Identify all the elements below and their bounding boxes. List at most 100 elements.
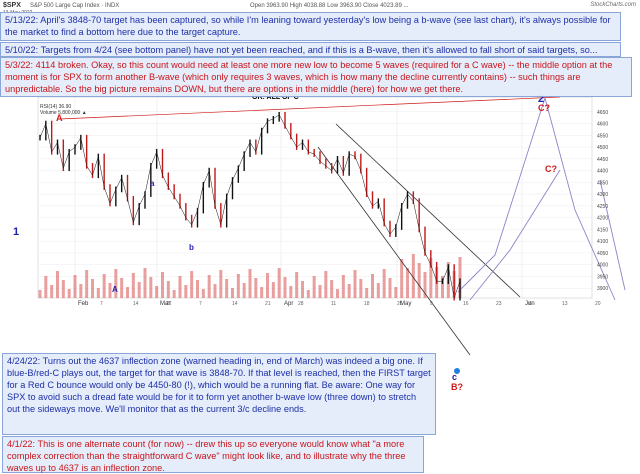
x-day-label-14: 13 — [562, 301, 568, 307]
x-day-label-4: 14 — [232, 301, 238, 307]
wave-label-2: 2 — [538, 93, 544, 105]
price-line — [39, 114, 461, 299]
volume-bar-10 — [96, 288, 100, 298]
y-tick-label-2: 4550 — [597, 133, 608, 139]
last-price-marker — [454, 368, 460, 374]
volume-bar-20 — [155, 286, 159, 298]
projection-down — [544, 97, 616, 301]
volume-bar-48 — [318, 285, 322, 298]
wave-projections — [457, 97, 626, 301]
y-tick-label-10: 4150 — [597, 227, 608, 233]
y-tick-label-9: 4200 — [597, 216, 608, 222]
x-day-label-5: 21 — [265, 301, 271, 307]
wave-label-b-red: B? — [451, 382, 463, 392]
y-tick-label-14: 3950 — [597, 274, 608, 280]
x-day-label-13: 6 — [529, 301, 532, 307]
volume-bar-53 — [347, 284, 351, 298]
volume-bar-44 — [295, 272, 299, 298]
x-day-label-3: 7 — [199, 301, 202, 307]
volume-bar-26 — [190, 271, 194, 298]
volume-bar-54 — [353, 270, 357, 298]
volume-bar-62 — [400, 259, 404, 298]
wave-label-a-low: A — [112, 285, 118, 294]
projection-right — [599, 179, 626, 291]
note-4-1: 4/1/22: This is one alternate count (for… — [2, 436, 424, 473]
volume-bar-40 — [271, 282, 275, 298]
volume-bar-32 — [225, 279, 229, 298]
volume-bar-59 — [382, 269, 386, 298]
volume-bar-18 — [143, 268, 147, 298]
volume-bar-66 — [423, 272, 427, 298]
volume-bar-46 — [306, 290, 310, 298]
y-axis-labels: 4650 4600 4550 4500 4450 4400 4350 4300 4250 4200… — [597, 110, 608, 292]
volume-bar-39 — [266, 273, 269, 298]
volume-bar-69 — [441, 276, 444, 298]
note-5-10: 5/10/22: Targets from 4/24 (see bottom p… — [0, 42, 621, 57]
chart-frame — [37, 96, 593, 299]
x-day-label-6: 28 — [298, 301, 304, 307]
stockcharts-logo: StockCharts.com — [590, 2, 636, 8]
x-day-label-11: 16 — [463, 301, 469, 307]
y-tick-label-13: 4000 — [597, 263, 608, 269]
wave-label-c-red-top: C? — [538, 103, 550, 113]
y-tick-label-12: 4050 — [597, 251, 608, 257]
x-day-label-8: 18 — [364, 301, 370, 307]
y-tick-label-3: 4500 — [597, 145, 608, 151]
volume-bar-28 — [201, 289, 205, 298]
volume-bar-0 — [38, 290, 42, 298]
y-tick-label-1: 4600 — [597, 122, 608, 128]
projection-to-2 — [457, 97, 546, 293]
volume-bar-21 — [161, 272, 164, 298]
volume-bar-15 — [126, 287, 129, 298]
volume-bar-67 — [429, 258, 433, 298]
volume-bar-25 — [184, 285, 188, 298]
volume-bar-14 — [120, 278, 124, 298]
volume-bar-63 — [406, 268, 409, 298]
volume-bar-42 — [283, 277, 287, 298]
volume-bar-9 — [91, 279, 94, 298]
wave-label-1: 1 — [13, 226, 19, 238]
volume-bar-8 — [85, 270, 89, 298]
volume-bar-12 — [108, 283, 112, 298]
y-tick-label-8: 4250 — [597, 204, 608, 210]
wave-label-c-red: C? — [545, 164, 557, 174]
projection-red-c — [469, 169, 561, 301]
volume-bar-22 — [166, 281, 170, 298]
volume-bar-11 — [102, 274, 106, 298]
indicator-rsi: RSI(14) 36.90 — [40, 104, 71, 110]
volume-bar-33 — [231, 288, 234, 298]
y-tick-label-4: 4450 — [597, 157, 608, 163]
volume-bar-1 — [44, 276, 48, 298]
wave-label-c-low: c — [452, 372, 457, 382]
volume-bar-61 — [394, 287, 398, 298]
note-5-3: 5/3/22: 4114 broken. Okay, so this count… — [0, 57, 632, 97]
y-tick-label-15: 3900 — [597, 286, 608, 292]
volume-bar-13 — [114, 269, 118, 298]
volume-bars — [38, 254, 462, 298]
channel-lower-line — [317, 146, 471, 356]
x-day-label-2: 22 — [166, 301, 172, 307]
indicator-volume: Volume 5,800,000 ▲ — [40, 110, 87, 116]
x-day-label-0: 7 — [100, 301, 103, 307]
x-day-label-7: 11 — [331, 301, 336, 307]
volume-bar-2 — [50, 285, 54, 298]
x-day-label-9: 25 — [397, 301, 403, 307]
volume-bar-30 — [213, 284, 217, 298]
y-tick-label-6: 4350 — [597, 180, 608, 186]
wave-label-a-top: A — [56, 113, 63, 123]
x-month-label-1: Mar — [160, 301, 170, 307]
y-tick-label-7: 4300 — [597, 192, 608, 198]
volume-bar-7 — [79, 284, 83, 298]
volume-bar-17 — [137, 282, 141, 298]
x-month-label-0: Feb — [78, 301, 89, 307]
volume-bar-72 — [458, 257, 462, 298]
volume-bar-43 — [289, 286, 293, 298]
volume-bar-41 — [277, 268, 281, 298]
volume-bar-58 — [376, 283, 380, 298]
note-4-24: 4/24/22: Turns out the 4637 inflection z… — [2, 353, 436, 435]
resistance-line — [59, 96, 561, 120]
volume-bar-52 — [341, 275, 345, 298]
ohlc-readout: Open 3963.90 High 4038.88 Low 3963.90 Cl… — [250, 3, 409, 9]
volume-bar-57 — [371, 274, 374, 298]
